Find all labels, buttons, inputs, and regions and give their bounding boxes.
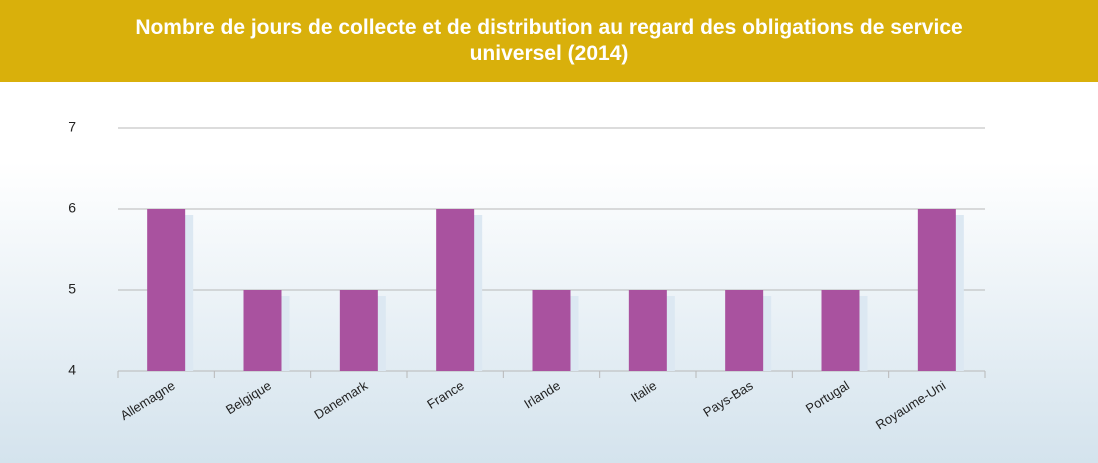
x-tick-label: Royaume-Uni	[873, 378, 948, 433]
y-tick-label: 4	[68, 362, 76, 378]
bar	[628, 290, 667, 371]
x-tick-label: Danemark	[311, 377, 370, 422]
x-tick-label: Allemagne	[118, 378, 178, 423]
x-tick-label: Italie	[628, 378, 659, 405]
x-tick-label: Belgique	[223, 378, 274, 418]
y-tick-label: 6	[68, 200, 76, 216]
bar	[339, 290, 378, 371]
bar	[147, 209, 186, 371]
bar	[917, 209, 956, 371]
x-tick-label: France	[424, 378, 466, 412]
chart-title: Nombre de jours de collecte et de distri…	[135, 16, 963, 65]
bar	[243, 290, 282, 371]
y-tick-label: 5	[68, 281, 76, 297]
x-tick-label: Portugal	[803, 378, 852, 416]
header: Nombre de jours de collecte et de distri…	[0, 0, 1098, 82]
bar	[725, 290, 764, 371]
x-tick-label: Pays-Bas	[700, 377, 756, 419]
y-tick-label: 7	[68, 119, 76, 135]
bar	[532, 290, 571, 371]
bar	[821, 290, 860, 371]
x-tick-label: Irlande	[521, 378, 563, 412]
bar	[436, 209, 475, 371]
